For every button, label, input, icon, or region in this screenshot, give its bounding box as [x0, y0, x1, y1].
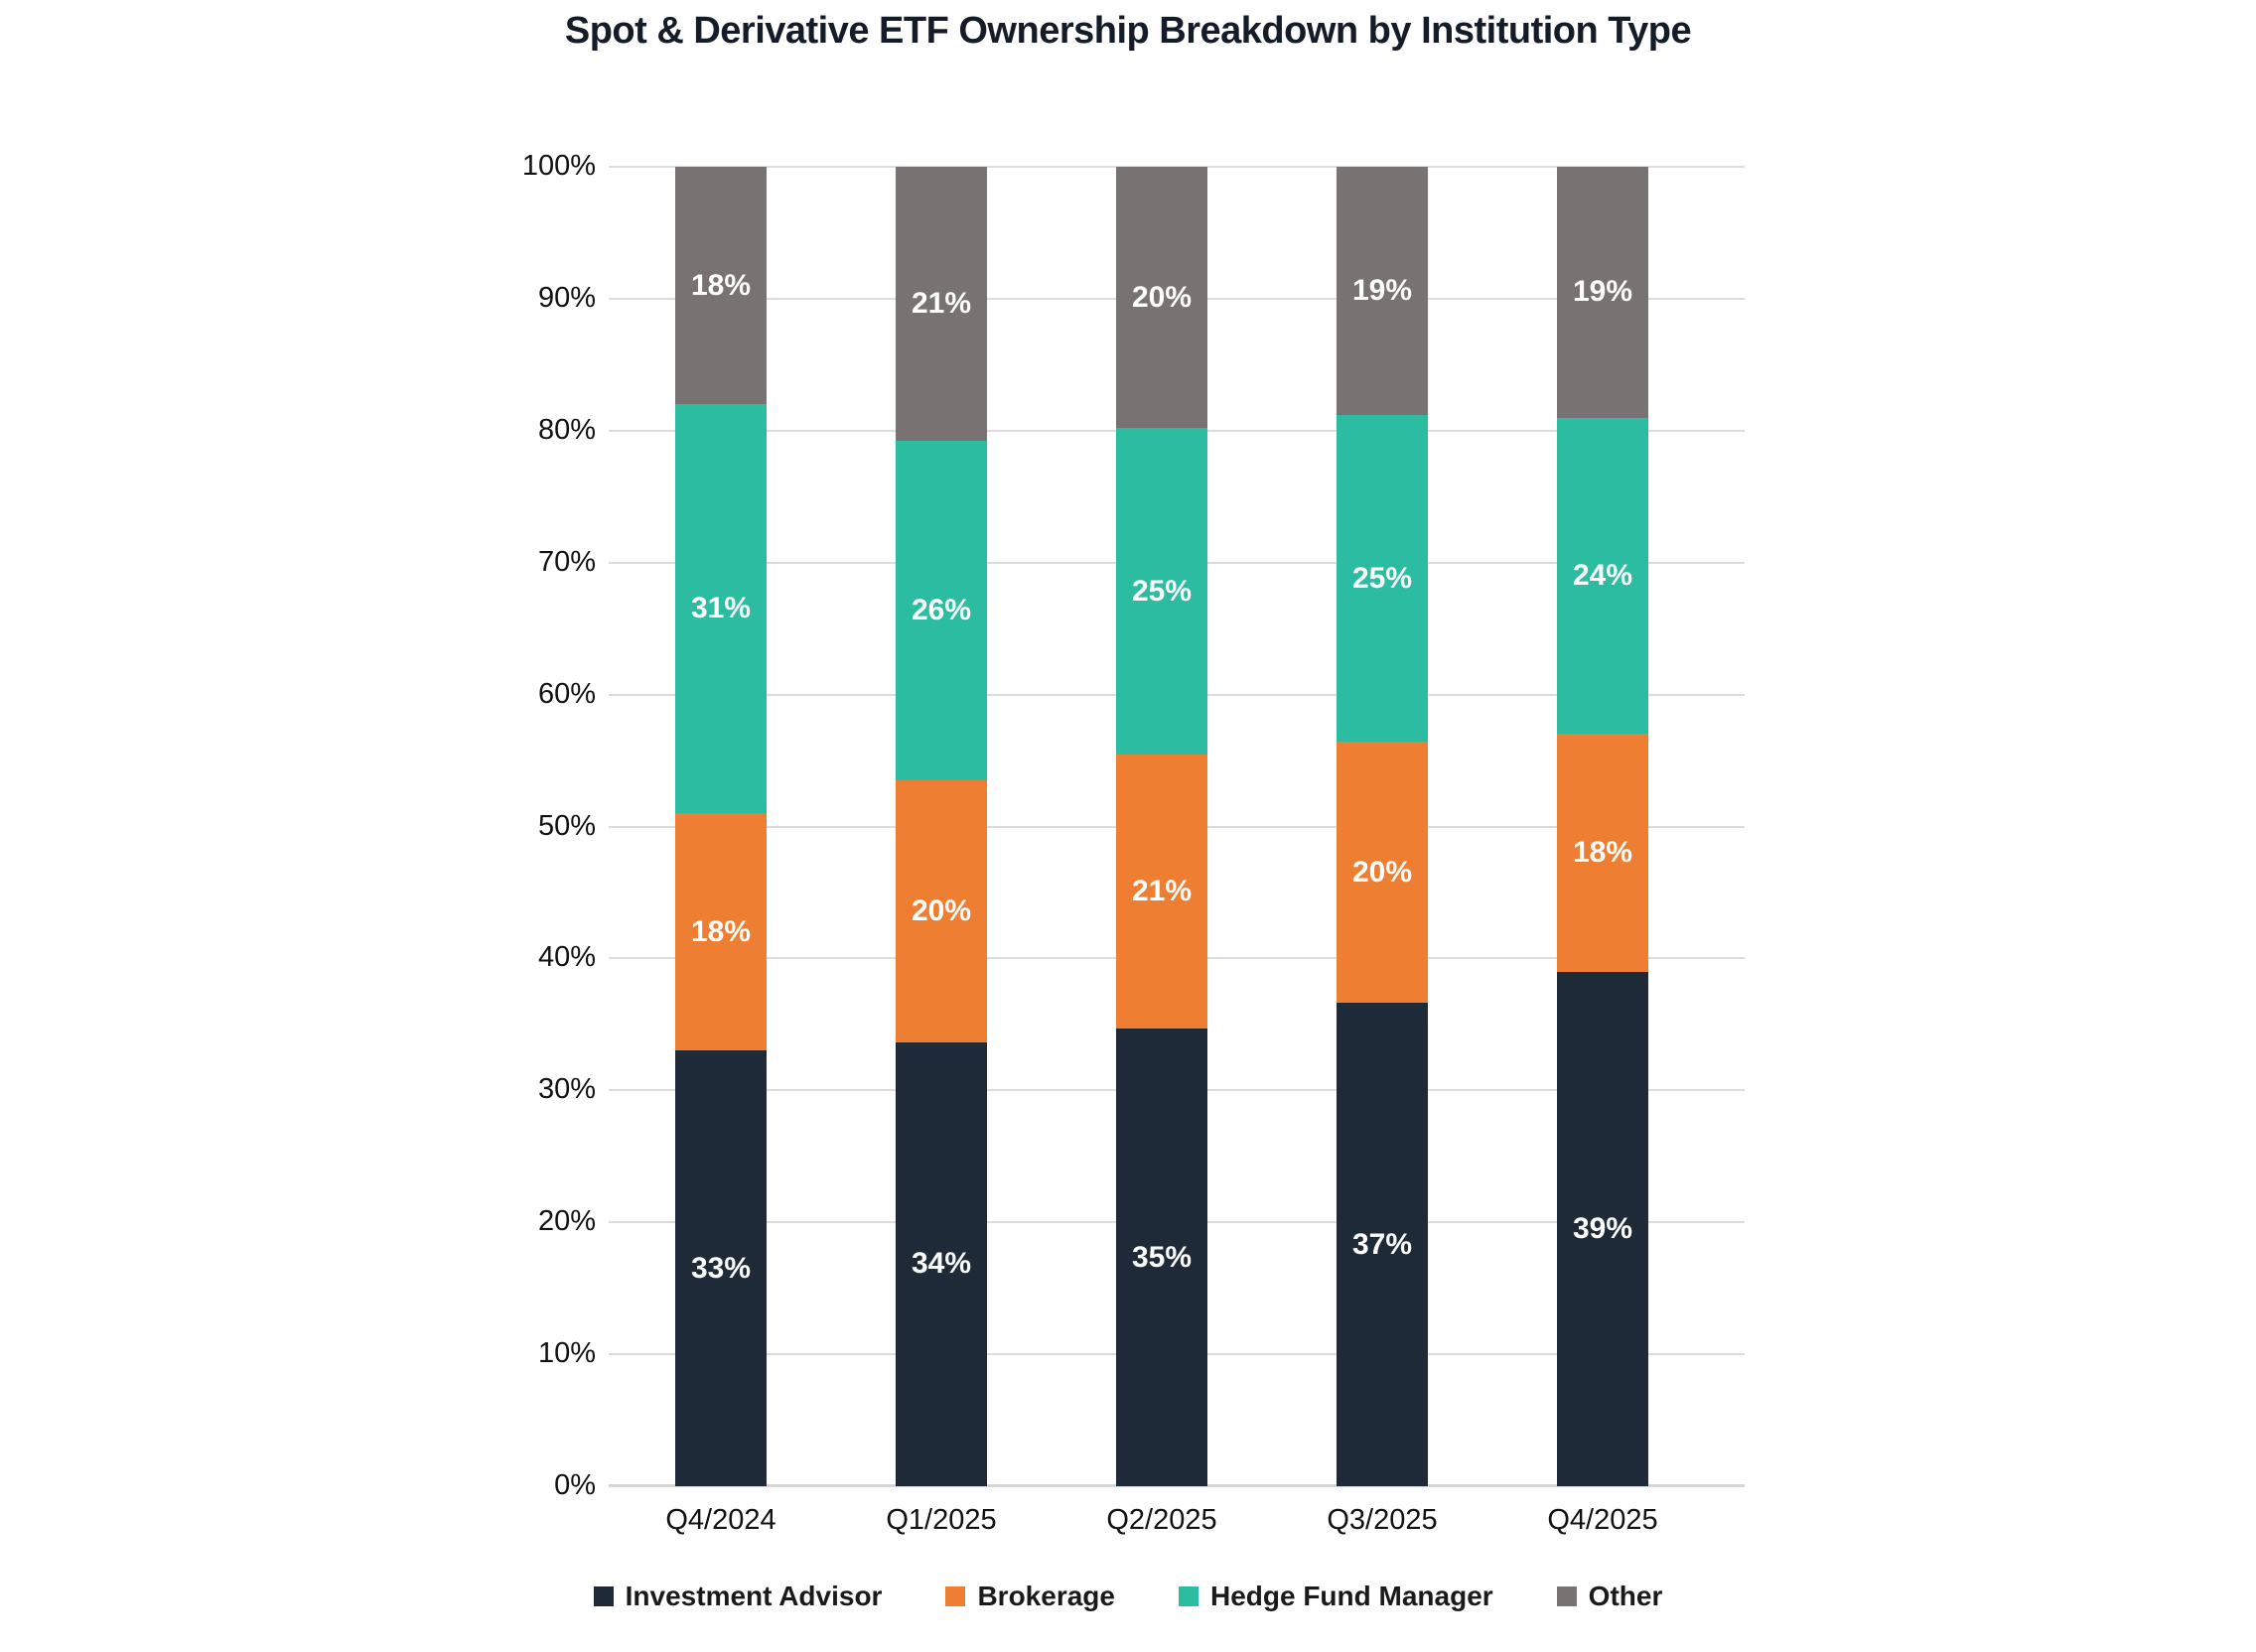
bar-q4-2025: 39% 18% 24% 19%	[1557, 167, 1648, 1486]
bar-segment: 21%	[896, 167, 987, 442]
gridline	[609, 166, 1745, 168]
x-tick-label: Q3/2025	[1327, 1504, 1438, 1536]
bar-segment: 37%	[1337, 1003, 1428, 1486]
bar-segment: 24%	[1557, 417, 1648, 735]
legend-swatch-icon	[945, 1586, 966, 1606]
bar-segment: 19%	[1557, 167, 1648, 418]
y-tick-label: 90%	[537, 281, 596, 314]
bar-segment-label: 18%	[690, 268, 752, 302]
x-tick-label: Q4/2025	[1547, 1504, 1658, 1536]
x-tick-label: Q2/2025	[1106, 1504, 1217, 1536]
bar-segment: 20%	[896, 780, 987, 1042]
bar-segment-label: 37%	[1351, 1227, 1413, 1261]
bar-segment: 25%	[1116, 428, 1207, 756]
bar-segment-label: 24%	[1572, 559, 1633, 592]
bar-segment-label: 19%	[1351, 274, 1413, 308]
y-tick-label: 30%	[537, 1073, 596, 1106]
bar-segment: 35%	[1116, 1029, 1207, 1486]
legend-item: Brokerage	[945, 1581, 1115, 1612]
bar-segment: 33%	[675, 1050, 767, 1486]
bar-q4-2024: 33% 18% 31% 18%	[675, 167, 767, 1486]
legend-label: Investment Advisor	[625, 1581, 883, 1611]
bar-segment-label: 21%	[1131, 875, 1193, 908]
chart-title: Spot & Derivative ETF Ownership Breakdow…	[564, 10, 1692, 52]
bar-q1-2025: 34% 20% 26% 21%	[896, 167, 987, 1486]
y-tick-label: 40%	[537, 941, 596, 974]
bar-segment: 18%	[675, 813, 767, 1051]
bar-segment-label: 33%	[690, 1251, 752, 1285]
chart-legend: Investment Advisor Brokerage Hedge Fund Ma…	[0, 1581, 2256, 1612]
y-tick-label: 70%	[537, 545, 596, 578]
bar-segment-label: 25%	[1351, 561, 1413, 595]
y-tick-label: 100%	[521, 150, 596, 182]
y-tick-label: 20%	[537, 1205, 596, 1238]
bar-segment-label: 31%	[690, 592, 752, 625]
bar-segment: 25%	[1337, 415, 1428, 742]
legend-item: Hedge Fund Manager	[1178, 1581, 1493, 1612]
bar-segment-label: 20%	[1351, 855, 1413, 889]
bar-segment: 18%	[1557, 734, 1648, 972]
bar-segment: 34%	[896, 1041, 987, 1486]
bar-segment: 18%	[675, 167, 767, 405]
bar-segment-label: 39%	[1572, 1211, 1633, 1245]
bar-segment-label: 18%	[690, 914, 752, 948]
bar-segment-label: 18%	[1572, 836, 1633, 870]
bar-segment: 21%	[1116, 755, 1207, 1030]
legend-label: Other	[1588, 1581, 1663, 1611]
legend-item: Investment Advisor	[593, 1581, 883, 1612]
y-tick-label: 60%	[537, 677, 596, 710]
y-tick-label: 10%	[537, 1337, 596, 1370]
bar-segment-label: 20%	[911, 895, 972, 928]
y-tick-label: 50%	[537, 809, 596, 842]
bar-segment-label: 20%	[1131, 280, 1193, 314]
y-tick-label: 80%	[537, 413, 596, 446]
bar-segment: 19%	[1337, 167, 1428, 416]
bar-segment: 20%	[1337, 741, 1428, 1004]
legend-label: Hedge Fund Manager	[1209, 1581, 1493, 1611]
legend-label: Brokerage	[977, 1581, 1115, 1611]
bar-segment: 26%	[896, 441, 987, 781]
bar-segment-label: 25%	[1131, 574, 1193, 608]
legend-swatch-icon	[593, 1586, 614, 1606]
legend-swatch-icon	[1178, 1586, 1198, 1606]
legend-item: Other	[1556, 1581, 1663, 1612]
bar-segment: 39%	[1557, 971, 1648, 1486]
y-tick-label: 0%	[554, 1469, 596, 1501]
bar-segment-label: 34%	[911, 1247, 972, 1281]
bar-segment-label: 26%	[911, 594, 972, 627]
bar-segment: 31%	[675, 404, 767, 814]
bar-segment-label: 21%	[911, 287, 972, 321]
bar-segment: 20%	[1116, 167, 1207, 429]
bar-segment-label: 19%	[1572, 275, 1633, 309]
bar-q2-2025: 35% 21% 25% 20%	[1116, 167, 1207, 1486]
bar-segment-label: 35%	[1131, 1240, 1193, 1274]
legend-swatch-icon	[1556, 1586, 1577, 1606]
bar-q3-2025: 37% 20% 25% 19%	[1337, 167, 1428, 1486]
x-tick-label: Q1/2025	[886, 1504, 997, 1536]
x-tick-label: Q4/2024	[665, 1504, 776, 1536]
plot-area: 33% 18% 31% 18% 34% 20% 26% 21% 35% 21% 25% 20% 37% 2…	[609, 166, 1745, 1487]
